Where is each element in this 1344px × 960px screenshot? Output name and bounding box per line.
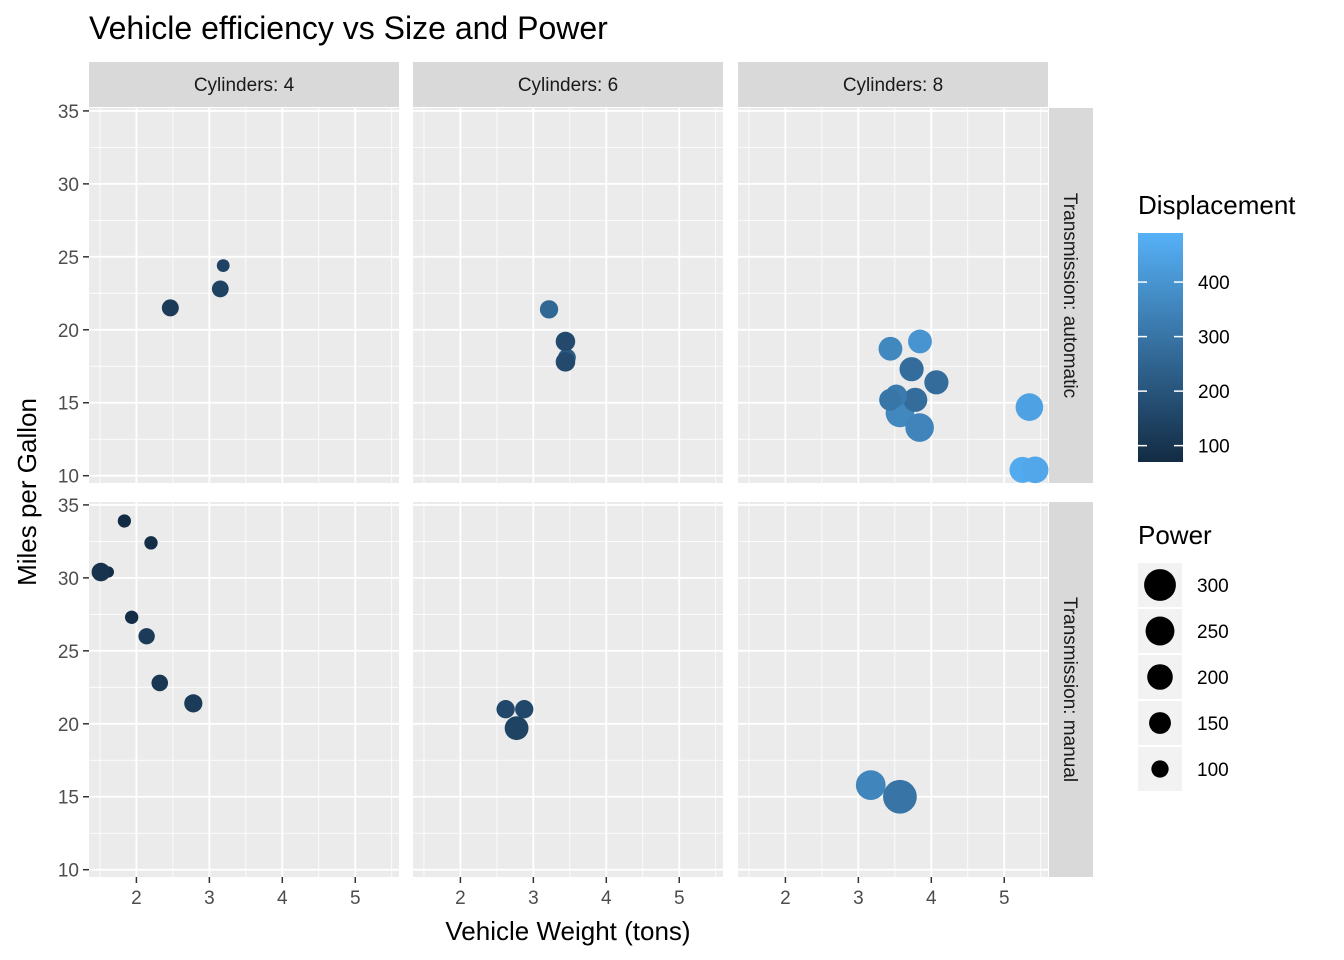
chart-title: Vehicle efficiency vs Size and Power — [89, 10, 608, 46]
y-tick-label: 15 — [58, 788, 79, 809]
x-tick-label: 3 — [204, 888, 215, 909]
y-tick-label: 10 — [58, 467, 79, 488]
size-legend: Power 300 250 200 150 100 — [1138, 520, 1229, 791]
data-point — [211, 280, 229, 298]
y-tick-label: 35 — [58, 102, 79, 123]
y-tick-label: 35 — [58, 496, 79, 517]
facet-panel — [89, 108, 399, 483]
color-legend-label: 200 — [1198, 382, 1230, 403]
size-legend-dot — [1144, 569, 1176, 601]
panel-background — [413, 108, 723, 483]
facet-panel — [738, 108, 1048, 483]
facet-strip-col-label: Cylinders: 4 — [194, 75, 295, 96]
data-point — [1021, 456, 1049, 484]
y-tick-label: 25 — [58, 642, 79, 663]
facet-panel — [738, 502, 1048, 877]
y-tick-label: 30 — [58, 175, 79, 196]
data-point — [879, 388, 902, 411]
color-legend-label: 100 — [1198, 437, 1230, 458]
size-legend-dot — [1151, 760, 1169, 778]
data-point — [855, 770, 886, 800]
size-legend-dot — [1147, 664, 1173, 690]
x-tick-label: 5 — [350, 888, 361, 909]
size-legend-dot — [1145, 616, 1175, 646]
y-tick-label: 15 — [58, 394, 79, 415]
data-point — [899, 357, 924, 382]
color-legend-title: Displacement — [1138, 190, 1296, 220]
data-point — [539, 300, 559, 319]
x-tick-label: 4 — [277, 888, 288, 909]
data-point — [903, 387, 928, 412]
facet-panel — [89, 502, 399, 877]
panel-background — [413, 502, 723, 877]
data-point — [878, 336, 903, 361]
data-point — [908, 329, 932, 354]
data-point — [883, 779, 917, 814]
size-legend-keys: 300 250 200 150 100 — [1138, 563, 1229, 791]
data-point — [555, 331, 576, 352]
facet-strip-row — [1049, 502, 1093, 877]
y-tick-label: 20 — [58, 321, 79, 342]
data-point — [138, 628, 155, 645]
panel-background — [738, 108, 1048, 483]
facet-panel — [413, 502, 723, 877]
data-point — [161, 299, 179, 317]
x-tick-label: 4 — [926, 888, 937, 909]
x-tick-label: 3 — [853, 888, 864, 909]
x-tick-label: 2 — [131, 888, 142, 909]
facet-panels: Cylinders: 4 Cylinders: 6 Cylinders: 8 Tran… — [58, 62, 1093, 909]
data-point — [151, 674, 169, 692]
color-legend-bar — [1138, 233, 1183, 462]
data-point — [924, 370, 949, 395]
y-tick-label: 20 — [58, 715, 79, 736]
data-point — [124, 610, 139, 624]
data-point — [91, 562, 111, 582]
size-legend-label: 150 — [1197, 714, 1229, 735]
size-legend-title: Power — [1138, 520, 1212, 550]
x-tick-label: 4 — [601, 888, 612, 909]
panel-background — [89, 108, 399, 483]
size-legend-label: 250 — [1197, 622, 1229, 643]
data-point — [216, 259, 230, 272]
data-point — [117, 514, 131, 528]
facet-strip-row-label: Transmission: manual — [1059, 597, 1080, 782]
panel-background — [89, 502, 399, 877]
x-tick-label: 5 — [999, 888, 1010, 909]
x-tick-label: 5 — [674, 888, 685, 909]
color-legend-ticks: 100 200 300 400 — [1138, 273, 1230, 458]
color-legend-label: 400 — [1198, 273, 1230, 294]
size-legend-dot — [1149, 712, 1171, 734]
facet-panel — [413, 108, 723, 483]
y-tick-label: 10 — [58, 861, 79, 882]
y-tick-label: 30 — [58, 569, 79, 590]
facet-strip-col — [413, 62, 723, 107]
data-point — [905, 413, 934, 442]
panel-background — [738, 502, 1048, 877]
facet-strip-col — [738, 62, 1048, 107]
y-axis-title: Miles per Gallon — [12, 398, 42, 586]
data-point — [184, 694, 203, 713]
data-point — [555, 352, 576, 372]
facet-strip-row — [1049, 108, 1093, 483]
color-legend-label: 300 — [1198, 328, 1230, 349]
data-point — [1015, 393, 1044, 421]
facet-strip-col — [89, 62, 399, 107]
size-legend-label: 100 — [1197, 760, 1229, 781]
facet-strip-col-label: Cylinders: 8 — [843, 75, 943, 96]
x-tick-label: 2 — [455, 888, 466, 909]
data-point — [496, 700, 515, 719]
y-tick-label: 25 — [58, 248, 79, 269]
color-legend: Displacement 100 200 300 400 — [1138, 190, 1296, 462]
data-point — [144, 536, 158, 550]
x-tick-label: 2 — [780, 888, 791, 909]
x-tick-label: 3 — [528, 888, 539, 909]
facet-strip-row-label: Transmission: automatic — [1059, 193, 1080, 398]
data-point — [515, 700, 534, 719]
facet-strip-col-label: Cylinders: 6 — [518, 75, 618, 96]
size-legend-label: 300 — [1197, 576, 1229, 597]
size-legend-label: 200 — [1197, 668, 1229, 689]
data-point — [504, 716, 529, 741]
x-axis-title: Vehicle Weight (tons) — [445, 916, 690, 946]
